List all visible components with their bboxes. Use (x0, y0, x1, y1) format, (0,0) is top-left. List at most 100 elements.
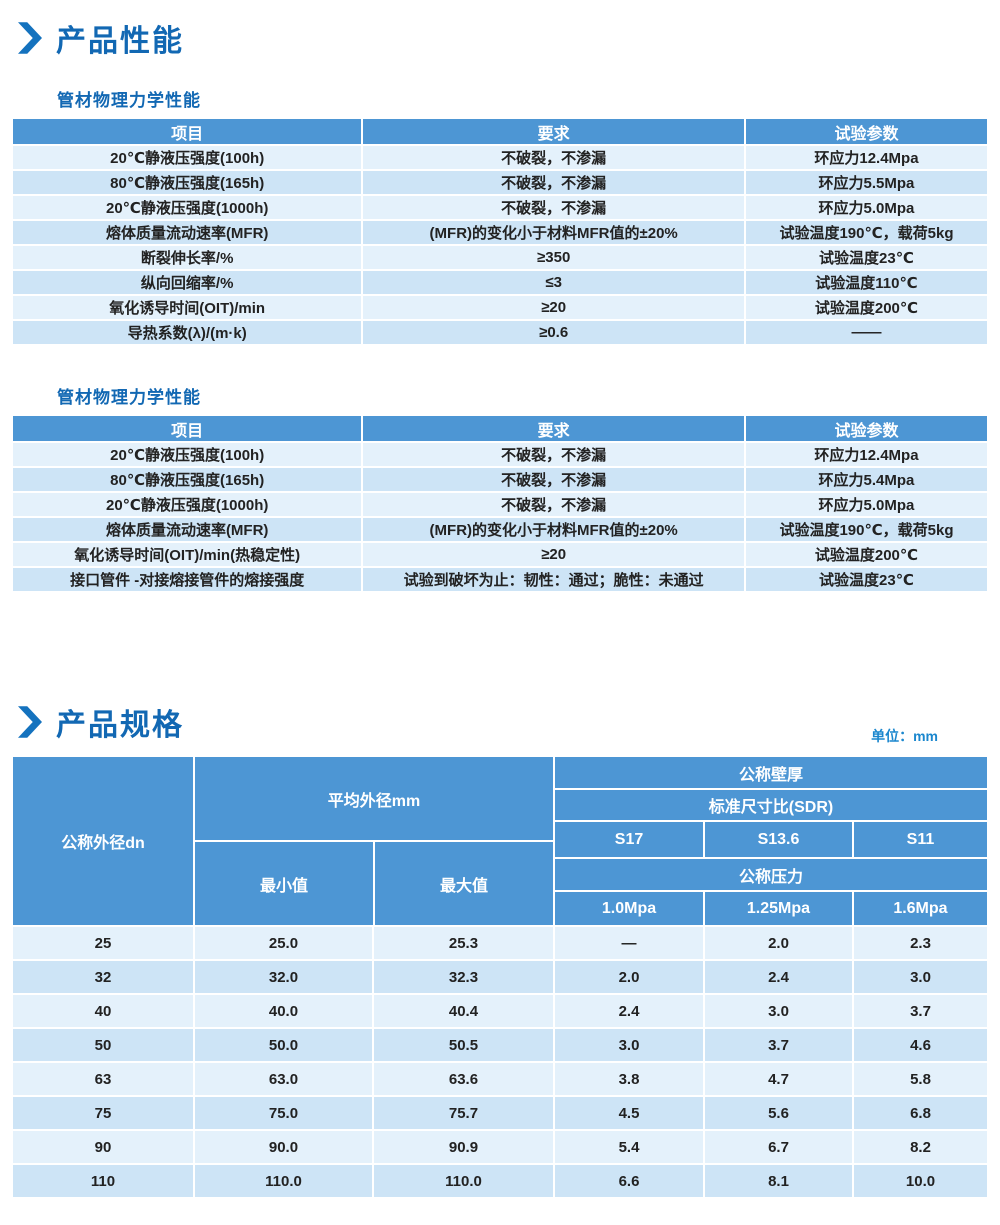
table-row: 75 75.0 75.7 4.5 5.6 6.8 (12, 1096, 988, 1130)
table-cell: 不破裂，不渗漏 (362, 442, 745, 467)
table-row: 纵向回缩率/% ≤3 试验温度110℃ (12, 270, 988, 295)
table-cell: 环应力5.0Mpa (744, 195, 988, 220)
table-row: 20℃静液压强度(1000h) 不破裂，不渗漏 环应力5.0Mpa (12, 195, 988, 220)
table-cell: 25 (12, 926, 194, 960)
table-row: 50 50.0 50.5 3.0 3.7 4.6 (12, 1028, 988, 1062)
table-cell: 4.6 (853, 1028, 988, 1062)
table-row: 20℃静液压强度(1000h) 不破裂，不渗漏 环应力5.0Mpa (12, 492, 988, 517)
column-header: 要求 (362, 118, 745, 145)
table-cell: 50 (12, 1028, 194, 1062)
table-cell: 20℃静液压强度(1000h) (12, 492, 363, 517)
table-cell: 6.8 (853, 1096, 988, 1130)
table-cell: 3.0 (704, 994, 854, 1028)
table1-subtitle: 管材物理力学性能 (57, 91, 201, 110)
table-cell: 10.0 (853, 1164, 988, 1198)
table-row: 氧化诱导时间(OIT)/min(热稳定性) ≥20 试验温度200℃ (12, 542, 988, 567)
section-title: 产品规格 (56, 709, 184, 742)
table-cell: 不破裂，不渗漏 (362, 467, 745, 492)
table-cell: 63 (12, 1062, 194, 1096)
table-cell: 3.7 (853, 994, 988, 1028)
table-row: 32 32.0 32.3 2.0 2.4 3.0 (12, 960, 988, 994)
table-cell: 32.3 (372, 960, 554, 994)
performance-table-1: 项目 要求 试验参数 20℃静液压强度(100h) 不破裂，不渗漏 环应力12.4M… (12, 118, 988, 345)
table-cell: 3.8 (554, 1062, 704, 1096)
table-cell: 40.0 (194, 994, 373, 1028)
table-cell: 环应力5.0Mpa (744, 492, 988, 517)
column-header-s11: S11 (852, 821, 988, 858)
column-header-pressure: 公称压力 (554, 858, 988, 891)
table-row: 20℃静液压强度(100h) 不破裂，不渗漏 环应力12.4Mpa (12, 442, 988, 467)
table-cell: 3.0 (554, 1028, 704, 1062)
table-cell: 断裂伸长率/% (12, 245, 363, 270)
table-cell: 32.0 (194, 960, 373, 994)
document-page: 产品性能 管材物理力学性能 项目 要求 试验参数 20℃静液压强度(100h) 不… (12, 16, 988, 1198)
table-cell: 试验温度23℃ (744, 245, 988, 270)
wall-thickness-column-group: 公称壁厚 标准尺寸比(SDR) S17 S13.6 S11 公称压力 1.0Mp… (554, 756, 988, 926)
table-cell: 2.4 (704, 960, 854, 994)
table-cell: 8.2 (853, 1130, 988, 1164)
table-cell: 5.6 (704, 1096, 854, 1130)
table-cell: 环应力5.4Mpa (744, 467, 988, 492)
table-cell: ≥20 (362, 542, 745, 567)
table-row: 110 110.0 110.0 6.6 8.1 10.0 (12, 1164, 988, 1198)
table-cell: 5.8 (853, 1062, 988, 1096)
section-header-specification: 产品规格 单位：mm (12, 700, 988, 744)
table-cell: (MFR)的变化小于材料MFR值的±20% (362, 220, 745, 245)
table-cell: 2.4 (554, 994, 704, 1028)
column-header: 项目 (12, 118, 363, 145)
chevron-right-icon (18, 705, 42, 739)
table-row: 接口管件 -对接熔接管件的熔接强度 试验到破坏为止：韧性：通过；脆性：未通过 试验温… (12, 567, 988, 592)
column-header-max: 最大值 (374, 841, 555, 926)
table-cell: 110 (12, 1164, 194, 1198)
section-title: 产品性能 (56, 25, 184, 58)
table-cell: 环应力12.4Mpa (744, 442, 988, 467)
table-cell: 试验温度190℃，载荷5kg (744, 517, 988, 542)
table-cell: ≥350 (362, 245, 745, 270)
table-cell: 75.7 (372, 1096, 554, 1130)
table-row: 氧化诱导时间(OIT)/min ≥20 试验温度200℃ (12, 295, 988, 320)
table-body: 20℃静液压强度(100h) 不破裂，不渗漏 环应力12.4Mpa 80℃静液压强度(… (12, 442, 988, 592)
section-header-performance: 产品性能 (12, 16, 988, 60)
table-cell: 63.6 (372, 1062, 554, 1096)
table-cell: 8.1 (704, 1164, 854, 1198)
avg-od-column-group: 平均外径mm 最小值 最大值 (194, 756, 555, 926)
table-cell: 50.0 (194, 1028, 373, 1062)
table-cell: 20℃静液压强度(1000h) (12, 195, 363, 220)
table-row: 断裂伸长率/% ≥350 试验温度23℃ (12, 245, 988, 270)
table-cell: 熔体质量流动速率(MFR) (12, 220, 363, 245)
table-cell: 2.0 (704, 926, 854, 960)
table-cell: 40 (12, 994, 194, 1028)
table-row: 90 90.0 90.9 5.4 6.7 8.2 (12, 1130, 988, 1164)
column-header: 试验参数 (744, 415, 988, 442)
column-header-1-6mpa: 1.6Mpa (852, 891, 988, 926)
specification-table: 公称外径dn 平均外径mm 最小值 最大值 公称壁厚 标准尺寸比(SDR) S1… (12, 756, 988, 1198)
table-row: 63 63.0 63.6 3.8 4.7 5.8 (12, 1062, 988, 1096)
table-cell: 40.4 (372, 994, 554, 1028)
table-cell: 2.3 (853, 926, 988, 960)
table-row: 熔体质量流动速率(MFR) (MFR)的变化小于材料MFR值的±20% 试验温度19… (12, 220, 988, 245)
column-header-s13-6: S13.6 (704, 821, 853, 858)
table-row: 80℃静液压强度(165h) 不破裂，不渗漏 环应力5.4Mpa (12, 467, 988, 492)
column-header-avg-od: 平均外径mm (194, 756, 555, 841)
column-header-dn: 公称外径dn (12, 756, 195, 926)
column-header: 要求 (362, 415, 745, 442)
table-header-row: 项目 要求 试验参数 (12, 415, 988, 442)
table-cell: 75 (12, 1096, 194, 1130)
table-cell: 5.4 (554, 1130, 704, 1164)
table-row: 80℃静液压强度(165h) 不破裂，不渗漏 环应力5.5Mpa (12, 170, 988, 195)
table-cell: 不破裂，不渗漏 (362, 145, 745, 170)
table-cell: 导热系数(λ)/(m·k) (12, 320, 363, 345)
column-header: 项目 (12, 415, 363, 442)
table-cell: 80℃静液压强度(165h) (12, 170, 363, 195)
table-cell: 90 (12, 1130, 194, 1164)
column-header-1-25mpa: 1.25Mpa (704, 891, 853, 926)
table-cell: 75.0 (194, 1096, 373, 1130)
table-body: 25 25.0 25.3—2.0 2.3 32 32.0 32.3 2.0 2.4 3.0 40 40… (12, 926, 988, 1198)
table-cell: —— (744, 320, 988, 345)
column-header-sdr: 标准尺寸比(SDR) (554, 789, 988, 821)
table-cell: 3.0 (853, 960, 988, 994)
table2-subtitle: 管材物理力学性能 (57, 388, 201, 407)
table-cell: ≥20 (362, 295, 745, 320)
table-cell: 25.3 (372, 926, 554, 960)
table-cell: 试验温度23℃ (744, 567, 988, 592)
